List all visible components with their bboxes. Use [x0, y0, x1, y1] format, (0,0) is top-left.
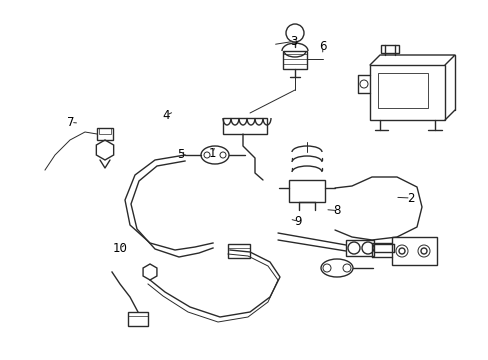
Text: 7: 7 [67, 116, 75, 129]
Bar [369, 65, 444, 120]
Text: 6: 6 [318, 40, 326, 53]
Text: 9: 9 [294, 215, 302, 228]
Bar [283, 51, 306, 69]
Bar [128, 312, 148, 326]
Text: 10: 10 [112, 242, 127, 255]
Bar [391, 237, 436, 265]
Bar [380, 45, 398, 53]
Text: 2: 2 [406, 192, 414, 204]
Text: 1: 1 [208, 147, 216, 159]
Text: 4: 4 [162, 109, 170, 122]
Bar [99, 128, 111, 134]
Bar [377, 73, 427, 108]
Text: 8: 8 [333, 204, 341, 217]
Bar [288, 180, 325, 202]
Bar [346, 240, 373, 256]
Bar [223, 118, 266, 134]
Bar [97, 128, 113, 140]
Text: 5: 5 [177, 148, 184, 161]
Bar [227, 244, 249, 258]
Text: 3: 3 [289, 35, 297, 48]
